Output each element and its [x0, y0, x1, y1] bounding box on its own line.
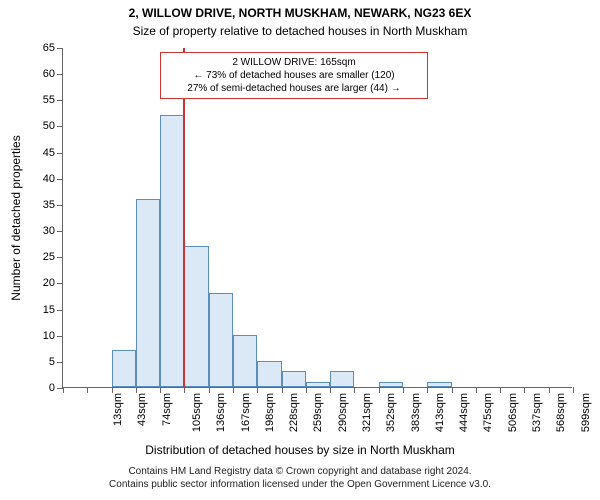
- y-tick: [57, 283, 63, 284]
- x-tick-label: 383sqm: [410, 393, 422, 432]
- y-tick-label: 45: [43, 147, 55, 159]
- x-tick: [184, 387, 185, 393]
- x-tick: [257, 387, 258, 393]
- footer-credits: Contains HM Land Registry data © Crown c…: [0, 466, 600, 491]
- x-tick-label: 228sqm: [288, 393, 300, 432]
- y-tick: [57, 231, 63, 232]
- x-tick-label: 198sqm: [264, 393, 276, 432]
- x-tick: [209, 387, 210, 393]
- annotation-line: 27% of semi-detached houses are larger (…: [169, 82, 419, 95]
- y-axis-title: Number of detached properties: [9, 135, 23, 300]
- y-tick-label: 30: [43, 225, 55, 237]
- x-tick-label: 568sqm: [555, 393, 567, 432]
- x-tick: [354, 387, 355, 393]
- x-tick: [427, 387, 428, 393]
- y-tick: [57, 362, 63, 363]
- x-tick-label: 136sqm: [215, 393, 227, 432]
- x-tick-label: 352sqm: [385, 393, 397, 432]
- y-tick: [57, 336, 63, 337]
- y-tick: [57, 257, 63, 258]
- x-tick-label: 290sqm: [337, 393, 349, 432]
- y-tick-label: 35: [43, 199, 55, 211]
- x-tick-label: 259sqm: [313, 393, 325, 432]
- annotation-line: ← 73% of detached houses are smaller (12…: [169, 69, 419, 82]
- footer-line-1: Contains HM Land Registry data © Crown c…: [0, 466, 600, 479]
- y-tick-label: 20: [43, 277, 55, 289]
- y-tick-label: 40: [43, 173, 55, 185]
- x-tick: [160, 387, 161, 393]
- x-tick-label: 43sqm: [136, 393, 148, 426]
- y-tick: [57, 310, 63, 311]
- y-tick-label: 0: [49, 382, 55, 394]
- x-tick-label: 599sqm: [580, 393, 592, 432]
- chart-title: 2, WILLOW DRIVE, NORTH MUSKHAM, NEWARK, …: [0, 6, 600, 20]
- histogram-bar: [136, 199, 160, 387]
- x-tick: [476, 387, 477, 393]
- x-tick: [452, 387, 453, 393]
- y-tick-label: 50: [43, 120, 55, 132]
- y-tick-label: 25: [43, 251, 55, 263]
- histogram-bar: [427, 382, 451, 387]
- y-tick-label: 15: [43, 304, 55, 316]
- x-tick: [549, 387, 550, 393]
- y-tick: [57, 153, 63, 154]
- y-tick-label: 60: [43, 68, 55, 80]
- x-tick-label: 74sqm: [161, 393, 173, 426]
- x-tick-label: 537sqm: [531, 393, 543, 432]
- x-tick-label: 167sqm: [240, 393, 252, 432]
- x-tick: [63, 387, 64, 393]
- x-tick: [282, 387, 283, 393]
- y-tick: [57, 100, 63, 101]
- x-tick: [500, 387, 501, 393]
- histogram-bar: [160, 115, 184, 387]
- histogram-bar: [112, 350, 136, 387]
- x-tick-label: 13sqm: [112, 393, 124, 426]
- x-tick: [379, 387, 380, 393]
- histogram-bar: [379, 382, 403, 387]
- chart-subtitle: Size of property relative to detached ho…: [0, 24, 600, 38]
- x-tick: [330, 387, 331, 393]
- histogram-bar: [282, 371, 306, 387]
- annotation-box: 2 WILLOW DRIVE: 165sqm← 73% of detached …: [160, 52, 428, 99]
- x-tick: [524, 387, 525, 393]
- x-tick: [87, 387, 88, 393]
- x-tick-label: 321sqm: [361, 393, 373, 432]
- x-tick-label: 413sqm: [434, 393, 446, 432]
- y-tick-label: 10: [43, 330, 55, 342]
- y-tick: [57, 179, 63, 180]
- x-tick-label: 506sqm: [507, 393, 519, 432]
- histogram-bar: [233, 335, 257, 387]
- annotation-line: 2 WILLOW DRIVE: 165sqm: [169, 56, 419, 69]
- x-tick: [136, 387, 137, 393]
- histogram-bar: [184, 246, 208, 387]
- x-tick-label: 475sqm: [483, 393, 495, 432]
- x-tick: [403, 387, 404, 393]
- x-tick: [233, 387, 234, 393]
- histogram-bar: [330, 371, 354, 387]
- y-tick: [57, 126, 63, 127]
- histogram-bar: [209, 293, 233, 387]
- chart-container: 2, WILLOW DRIVE, NORTH MUSKHAM, NEWARK, …: [0, 0, 600, 500]
- y-tick-label: 5: [49, 356, 55, 368]
- histogram-bar: [257, 361, 281, 387]
- x-tick: [573, 387, 574, 393]
- y-tick: [57, 74, 63, 75]
- y-tick-label: 65: [43, 42, 55, 54]
- y-tick-label: 55: [43, 94, 55, 106]
- histogram-bar: [306, 382, 330, 387]
- x-tick: [306, 387, 307, 393]
- y-tick: [57, 205, 63, 206]
- x-axis-title: Distribution of detached houses by size …: [0, 443, 600, 457]
- x-tick-label: 444sqm: [458, 393, 470, 432]
- x-tick: [112, 387, 113, 393]
- footer-line-2: Contains public sector information licen…: [0, 479, 600, 492]
- y-tick: [57, 48, 63, 49]
- x-tick-label: 105sqm: [191, 393, 203, 432]
- plot-area: 0510152025303540455055606513sqm43sqm74sq…: [62, 48, 572, 388]
